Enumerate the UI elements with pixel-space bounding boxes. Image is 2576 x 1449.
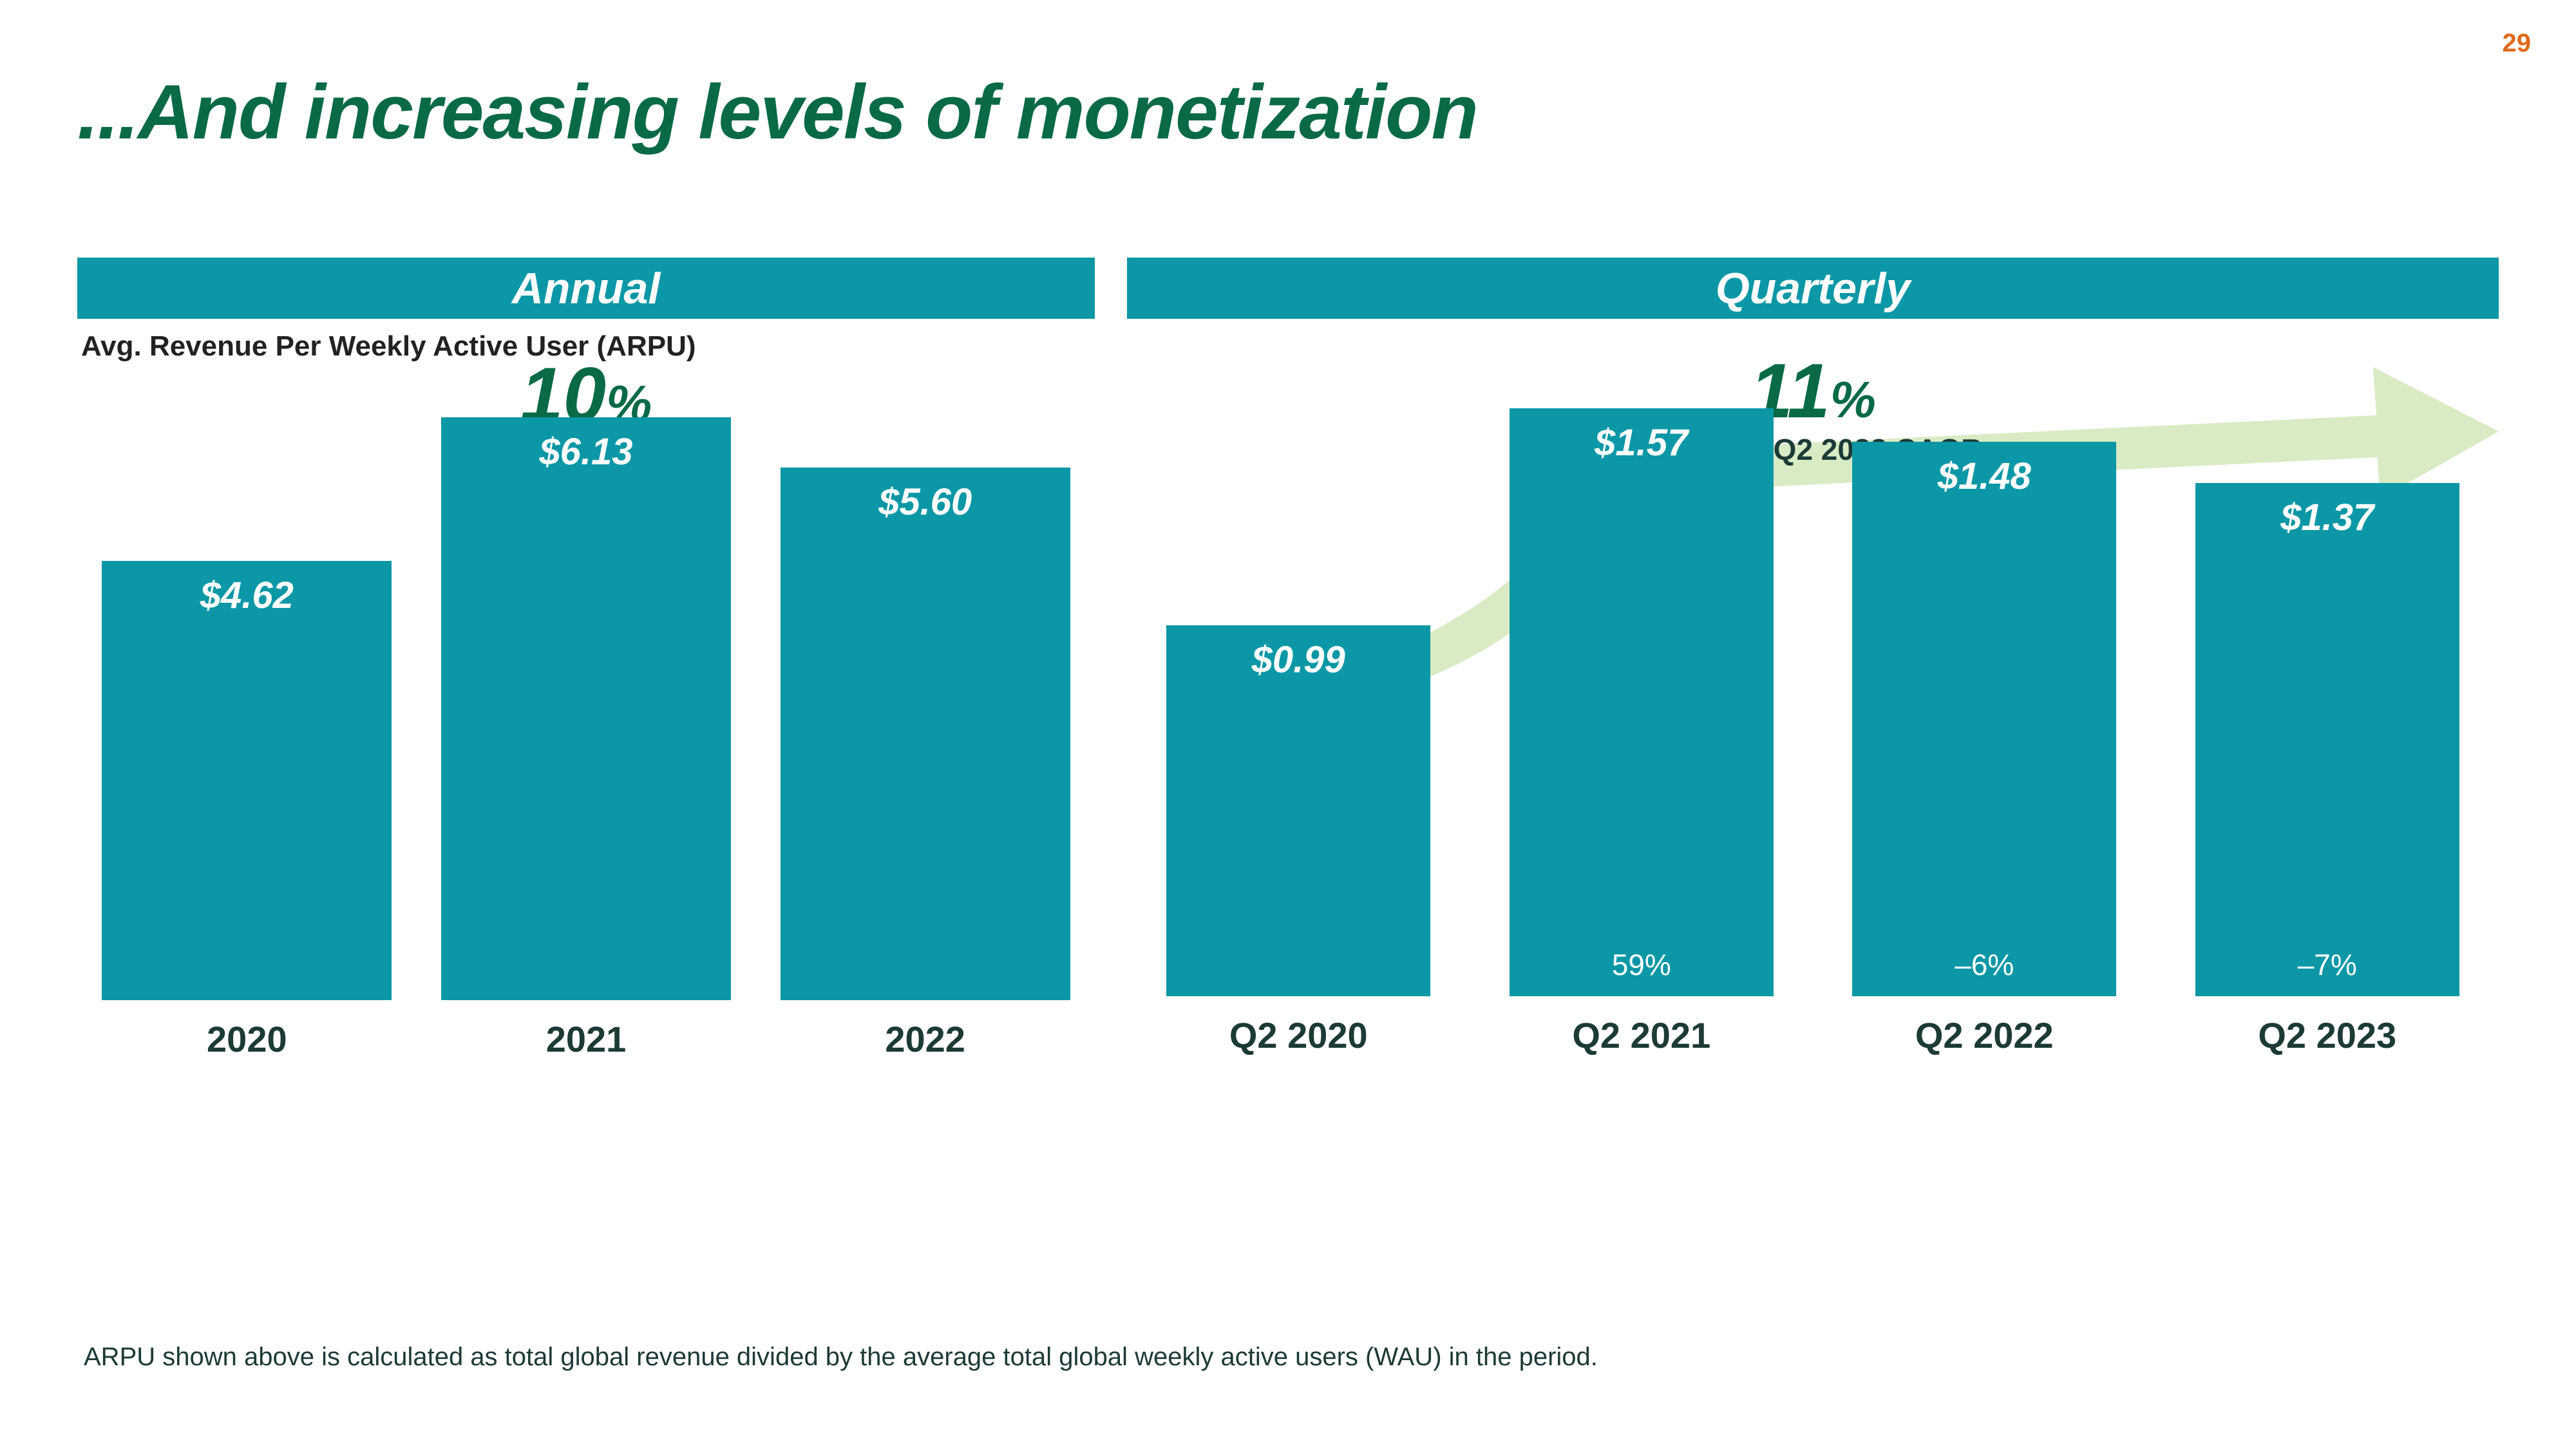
bar-column: $4.62 2020 xyxy=(102,561,392,1060)
bar-value-label: $1.57 xyxy=(1510,421,1774,464)
bar-category-label: 2021 xyxy=(546,1018,627,1060)
bar-category-label: Q2 2022 xyxy=(1915,1014,2054,1056)
bar-column: $1.48 –6% Q2 2022 xyxy=(1852,442,2116,1056)
bar-value-label: $1.37 xyxy=(2195,496,2459,539)
bar-category-label: Q2 2021 xyxy=(1572,1014,1710,1056)
slide-title: ...And increasing levels of monetization xyxy=(77,68,1477,156)
bar: $0.99 xyxy=(1166,625,1430,996)
bar: $1.37 –7% xyxy=(2195,483,2459,996)
panel-quarterly: Quarterly 11% Q2 2020–Q2 2023 CAGR $0.99… xyxy=(1127,258,2499,1060)
bar-column: $1.57 59% Q2 2021 xyxy=(1510,408,1774,1056)
bar: $4.62 xyxy=(102,561,392,1000)
bar-value-label: $1.48 xyxy=(1852,455,2116,498)
bar-column: $5.60 2022 xyxy=(781,468,1070,1060)
bar-growth-label: –6% xyxy=(1852,947,2116,982)
bar-value-label: $4.62 xyxy=(102,574,392,617)
bar-category-label: Q2 2020 xyxy=(1229,1014,1368,1056)
bar: $1.57 59% xyxy=(1510,408,1774,996)
quarterly-bar-chart: $0.99Q2 2020$1.5759%Q2 2021$1.48–6%Q2 20… xyxy=(1127,438,2499,1056)
chart-panels: Annual Avg. Revenue Per Weekly Active Us… xyxy=(77,258,2499,1060)
bar-category-label: 2020 xyxy=(207,1018,287,1060)
bar-value-label: $5.60 xyxy=(781,480,1070,524)
bar-category-label: 2022 xyxy=(885,1018,965,1060)
bar: $6.13 xyxy=(441,417,731,1000)
bar: $1.48 –6% xyxy=(1852,442,2116,996)
page-number: 29 xyxy=(2503,29,2532,58)
bar-value-label: $6.13 xyxy=(441,430,731,473)
annual-bar-chart: $4.622020$6.132021$5.602022 xyxy=(77,442,1095,1060)
bar-column: $6.13 2021 xyxy=(441,417,731,1060)
footnote: ARPU shown above is calculated as total … xyxy=(84,1343,1598,1372)
bar-column: $1.37 –7% Q2 2023 xyxy=(2195,483,2459,1056)
bar-value-label: $0.99 xyxy=(1166,638,1430,681)
panel-header-annual: Annual xyxy=(77,258,1095,319)
bar-column: $0.99 Q2 2020 xyxy=(1166,625,1430,1056)
bar-category-label: Q2 2023 xyxy=(2258,1014,2396,1056)
bar: $5.60 xyxy=(781,468,1070,1000)
bar-growth-label: 59% xyxy=(1510,947,1774,982)
panel-header-quarterly: Quarterly xyxy=(1127,258,2499,319)
quarterly-cagr-pct: % xyxy=(1830,371,1876,428)
bar-growth-label: –7% xyxy=(2195,947,2459,982)
panel-annual: Annual Avg. Revenue Per Weekly Active Us… xyxy=(77,258,1095,1060)
